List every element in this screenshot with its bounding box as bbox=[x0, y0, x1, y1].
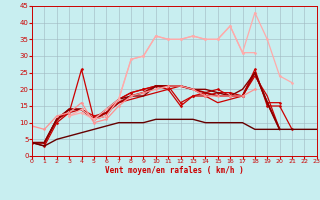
X-axis label: Vent moyen/en rafales ( km/h ): Vent moyen/en rafales ( km/h ) bbox=[105, 166, 244, 175]
